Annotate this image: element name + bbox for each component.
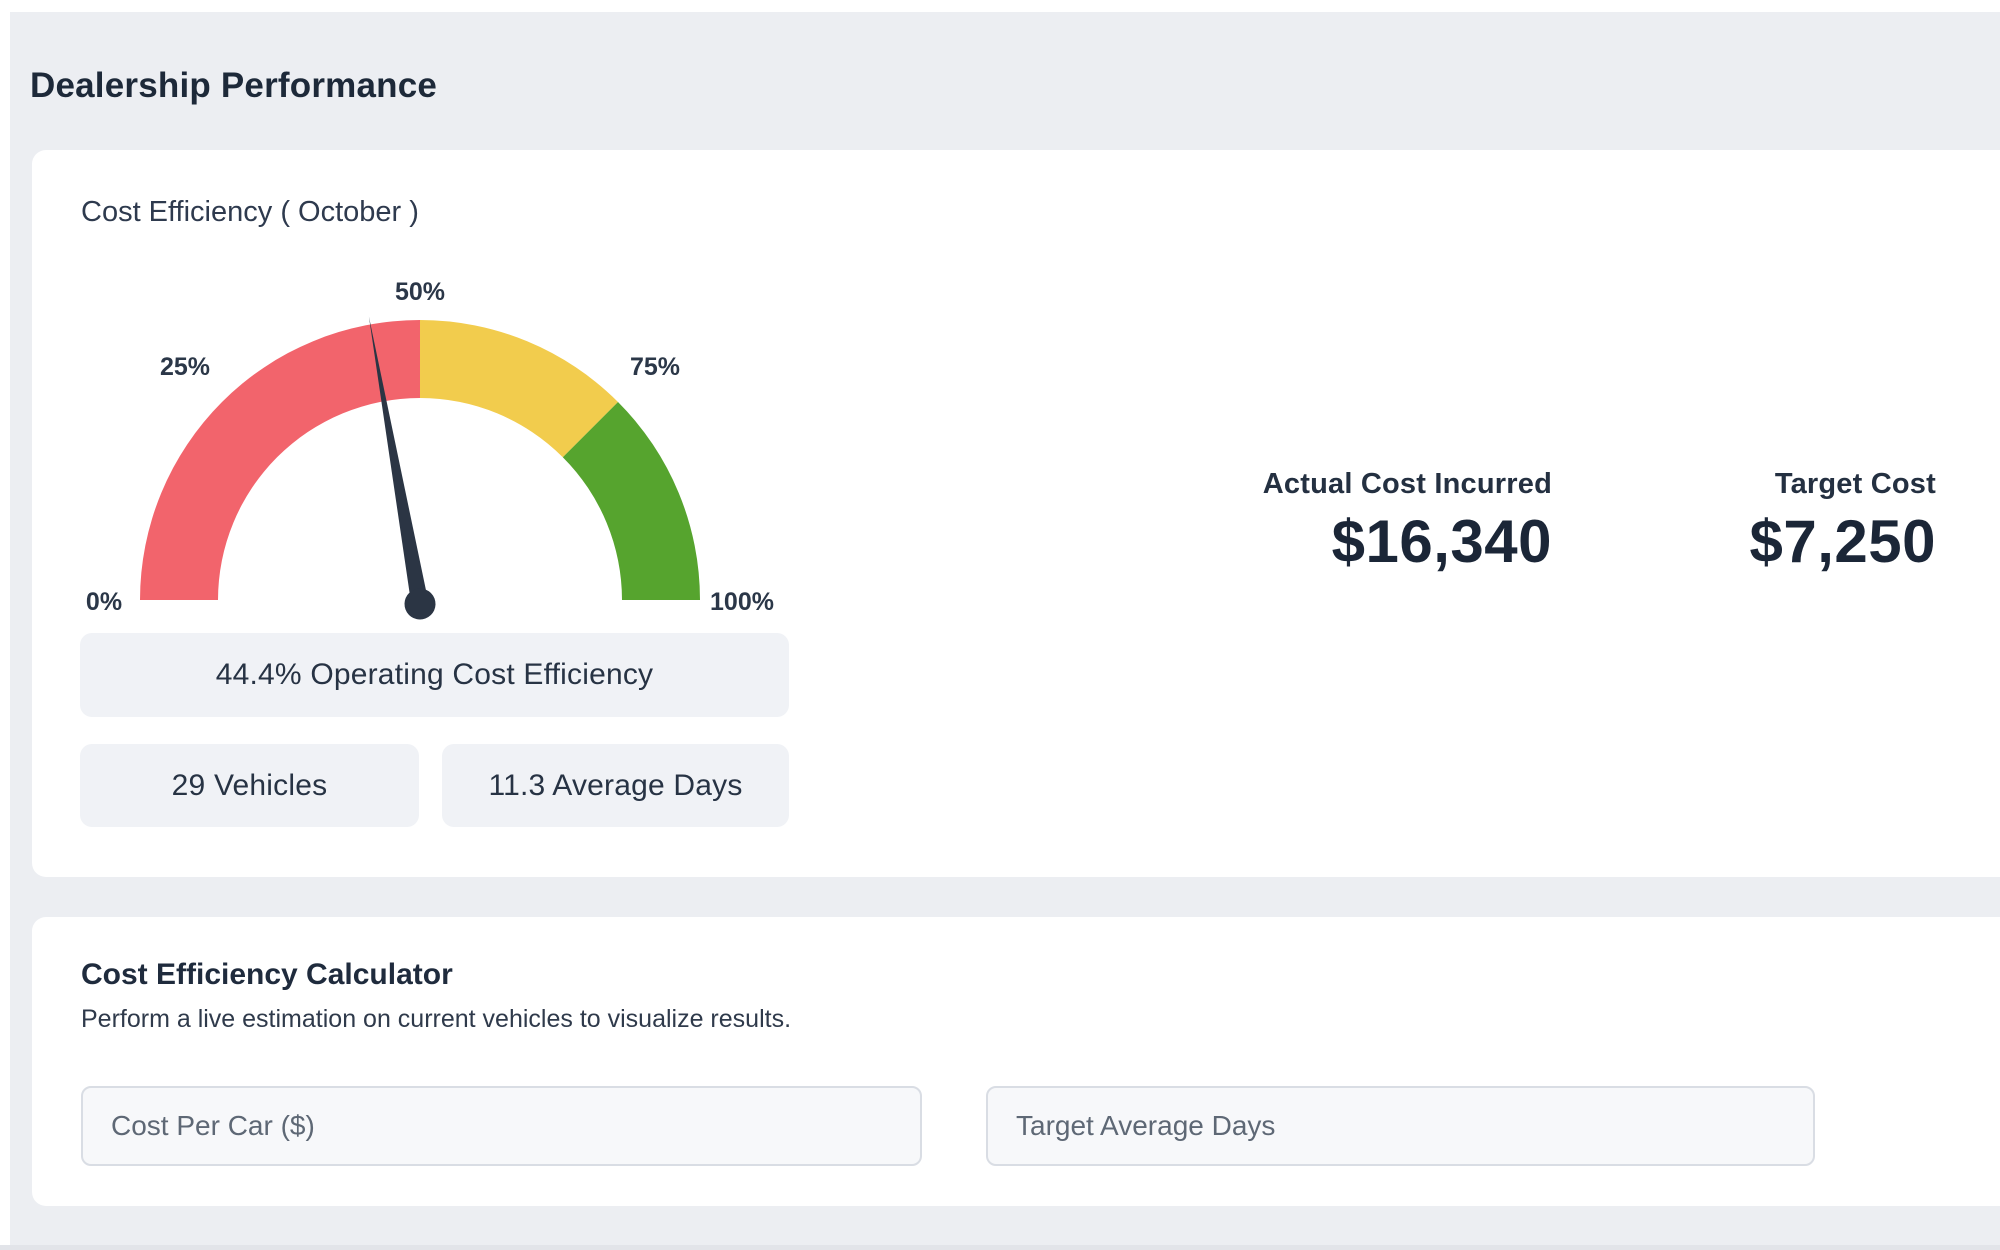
- screen-bottom-edge: [0, 1245, 2000, 1250]
- gauge-needle-pivot: [404, 588, 436, 620]
- target-cost-value: $7,250: [1749, 508, 1936, 575]
- gauge-chart: 0% 25% 50% 75% 100%: [86, 278, 774, 620]
- gauge-tick-0: 0%: [86, 588, 122, 616]
- efficiency-badge-label: 44.4% Operating Cost Efficiency: [215, 658, 654, 691]
- calculator-title: Cost Efficiency Calculator: [81, 958, 453, 991]
- gauge-needle: [368, 316, 436, 620]
- actual-cost-stat: Actual Cost Incurred $16,340: [1263, 468, 1552, 576]
- average-days-badge: 11.3 Average Days: [442, 744, 789, 827]
- gauge-tick-25: 25%: [160, 353, 210, 381]
- target-average-days-input[interactable]: [986, 1086, 1815, 1166]
- vehicles-badge-label: 29 Vehicles: [171, 768, 328, 802]
- performance-card: Cost Efficiency ( October ) 0% 25% 50% 7…: [32, 150, 2000, 877]
- calculator-subtitle: Perform a live estimation on current veh…: [81, 1005, 792, 1033]
- efficiency-badge: 44.4% Operating Cost Efficiency: [80, 633, 789, 717]
- calculator-card: Cost Efficiency Calculator Perform a liv…: [32, 917, 2000, 1206]
- average-days-badge-label: 11.3 Average Days: [488, 768, 743, 802]
- page-title: Dealership Performance: [30, 66, 438, 105]
- target-cost-label: Target Cost: [1774, 468, 1936, 500]
- cost-per-car-input[interactable]: [81, 1086, 922, 1166]
- gauge-segment-yellow: [420, 320, 618, 458]
- gauge-tick-75: 75%: [630, 353, 680, 381]
- actual-cost-label: Actual Cost Incurred: [1262, 468, 1552, 500]
- actual-cost-value: $16,340: [1331, 508, 1552, 575]
- gauge-card-title: Cost Efficiency ( October ): [81, 196, 419, 228]
- gauge-segment-green: [562, 402, 700, 600]
- gauge-segment-red: [140, 320, 420, 600]
- gauge-tick-100: 100%: [710, 588, 774, 616]
- vehicles-badge: 29 Vehicles: [80, 744, 419, 827]
- target-cost-stat: Target Cost $7,250: [1749, 468, 1936, 576]
- gauge-tick-50: 50%: [395, 278, 445, 306]
